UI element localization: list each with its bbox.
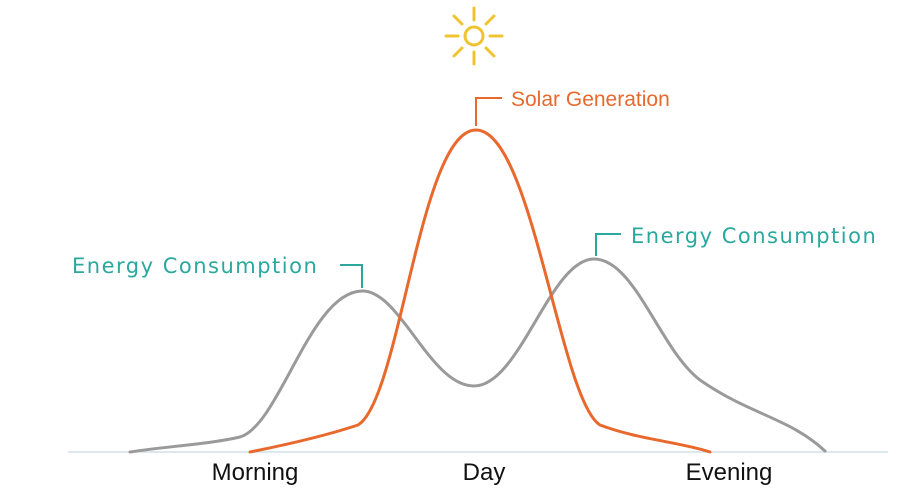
energy-consumption-curve <box>128 257 827 454</box>
solar-generation-label: Solar Generation <box>511 88 670 111</box>
x-label-evening: Evening <box>686 459 773 486</box>
x-label-day: Day <box>463 459 506 486</box>
energy-left-callout-line <box>340 264 363 288</box>
sun-icon <box>444 6 504 66</box>
solar-callout-line <box>475 97 502 126</box>
x-label-morning: Morning <box>212 459 299 486</box>
energy-consumption-label-right: Energy Consumption <box>631 224 877 248</box>
energy-right-callout-line <box>595 233 621 256</box>
energy-consumption-label-left: Energy Consumption <box>72 254 318 278</box>
solar-generation-curve <box>248 128 712 454</box>
